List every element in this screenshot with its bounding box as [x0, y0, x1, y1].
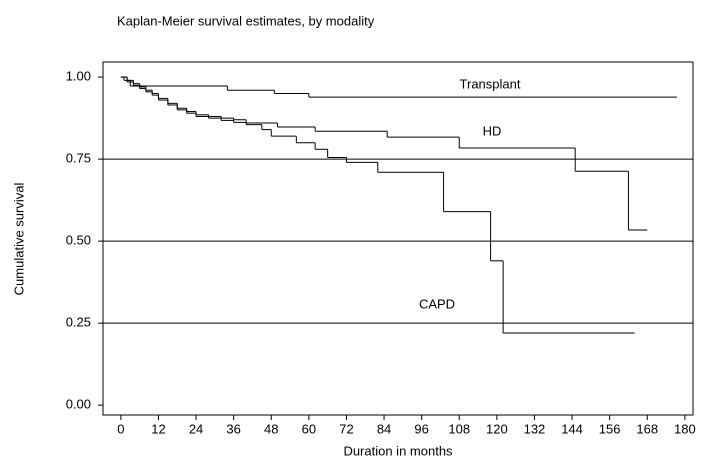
series-label: CAPD — [419, 296, 455, 311]
series-label: Transplant — [460, 76, 521, 91]
y-tick-label: 0.50 — [66, 233, 91, 248]
x-tick-label: 156 — [599, 421, 621, 436]
x-tick-label: 84 — [377, 421, 391, 436]
x-tick-label: 96 — [414, 421, 428, 436]
x-tick-label: 0 — [117, 421, 124, 436]
y-tick-label: 1.00 — [66, 69, 91, 84]
series-label: HD — [483, 123, 502, 138]
chart-subtitle: Kaplan-Meier survival estimates, by moda… — [117, 13, 375, 28]
x-tick-label: 36 — [226, 421, 240, 436]
x-axis-label: Duration in months — [343, 443, 453, 458]
x-tick-label: 72 — [339, 421, 353, 436]
x-tick-label: 12 — [151, 421, 165, 436]
x-tick-label: 132 — [524, 421, 546, 436]
x-tick-label: 48 — [264, 421, 278, 436]
x-tick-label: 60 — [302, 421, 316, 436]
y-tick-label: 0.75 — [66, 151, 91, 166]
y-tick-label: 0.00 — [66, 397, 91, 412]
y-axis-label: Cumulative survival — [11, 183, 26, 296]
x-tick-label: 120 — [486, 421, 508, 436]
plot-frame — [102, 61, 694, 416]
y-tick-label: 0.25 — [66, 315, 91, 330]
x-tick-label: 180 — [674, 421, 696, 436]
x-tick-label: 144 — [561, 421, 583, 436]
x-tick-label: 24 — [189, 421, 203, 436]
x-tick-label: 168 — [636, 421, 658, 436]
x-tick-label: 108 — [448, 421, 470, 436]
